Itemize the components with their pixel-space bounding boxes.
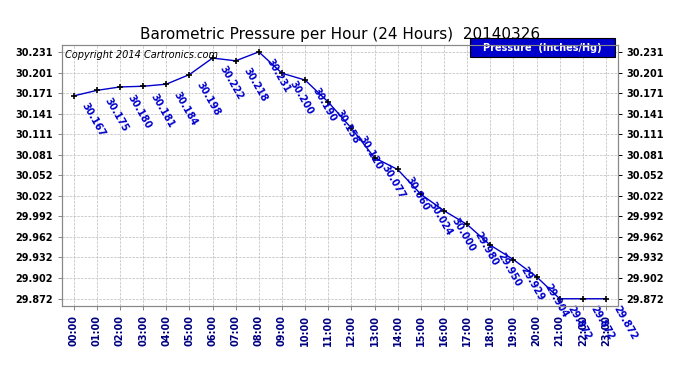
Title: Barometric Pressure per Hour (24 Hours)  20140326: Barometric Pressure per Hour (24 Hours) … (140, 27, 540, 42)
Text: 30.077: 30.077 (380, 164, 408, 201)
Text: 29.872: 29.872 (611, 304, 639, 342)
Text: 30.167: 30.167 (79, 102, 107, 139)
Text: 29.872: 29.872 (589, 304, 616, 342)
Text: 29.929: 29.929 (519, 265, 546, 303)
Text: 30.218: 30.218 (241, 66, 268, 104)
Text: 30.231: 30.231 (264, 57, 292, 95)
Text: 30.120: 30.120 (357, 134, 384, 171)
Text: 30.000: 30.000 (449, 216, 477, 254)
Text: 29.980: 29.980 (473, 230, 500, 268)
Text: Copyright 2014 Cartronics.com: Copyright 2014 Cartronics.com (65, 50, 218, 60)
Text: 29.950: 29.950 (496, 251, 523, 288)
Text: 30.198: 30.198 (195, 80, 222, 118)
Text: 30.158: 30.158 (334, 108, 362, 145)
Text: 30.180: 30.180 (126, 93, 153, 130)
Text: 30.200: 30.200 (288, 79, 315, 116)
Text: 30.060: 30.060 (403, 175, 431, 213)
Text: 30.190: 30.190 (310, 86, 338, 123)
Text: 30.024: 30.024 (426, 200, 454, 237)
Text: 29.872: 29.872 (565, 304, 593, 342)
Text: 30.181: 30.181 (148, 92, 176, 129)
Text: 30.175: 30.175 (102, 96, 130, 134)
Text: 30.184: 30.184 (172, 90, 199, 128)
Text: 29.904: 29.904 (542, 282, 569, 320)
Text: 30.222: 30.222 (218, 64, 246, 101)
Text: Pressure  (Inches/Hg): Pressure (Inches/Hg) (483, 43, 602, 52)
FancyBboxPatch shape (471, 39, 615, 57)
